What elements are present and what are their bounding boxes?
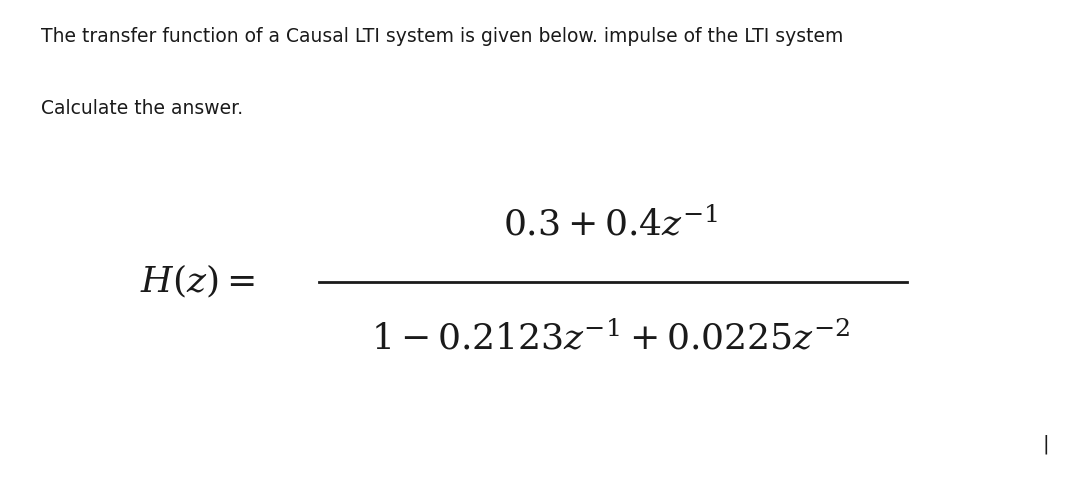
Text: The transfer function of a Causal LTI system is given below. impulse of the LTI : The transfer function of a Causal LTI sy… [41, 27, 843, 46]
Text: $0.3 + 0.4z^{-1}$: $0.3 + 0.4z^{-1}$ [502, 207, 718, 243]
Text: $H(z) =$: $H(z) =$ [140, 263, 255, 300]
Text: Calculate the answer.: Calculate the answer. [41, 99, 243, 118]
Text: |: | [1042, 435, 1049, 454]
Text: $1 - 0.2123z^{-1} + 0.0225z^{-2}$: $1 - 0.2123z^{-1} + 0.0225z^{-2}$ [370, 321, 850, 356]
